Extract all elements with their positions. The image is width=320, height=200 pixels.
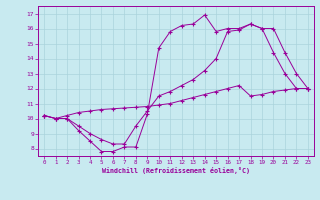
X-axis label: Windchill (Refroidissement éolien,°C): Windchill (Refroidissement éolien,°C) <box>102 167 250 174</box>
